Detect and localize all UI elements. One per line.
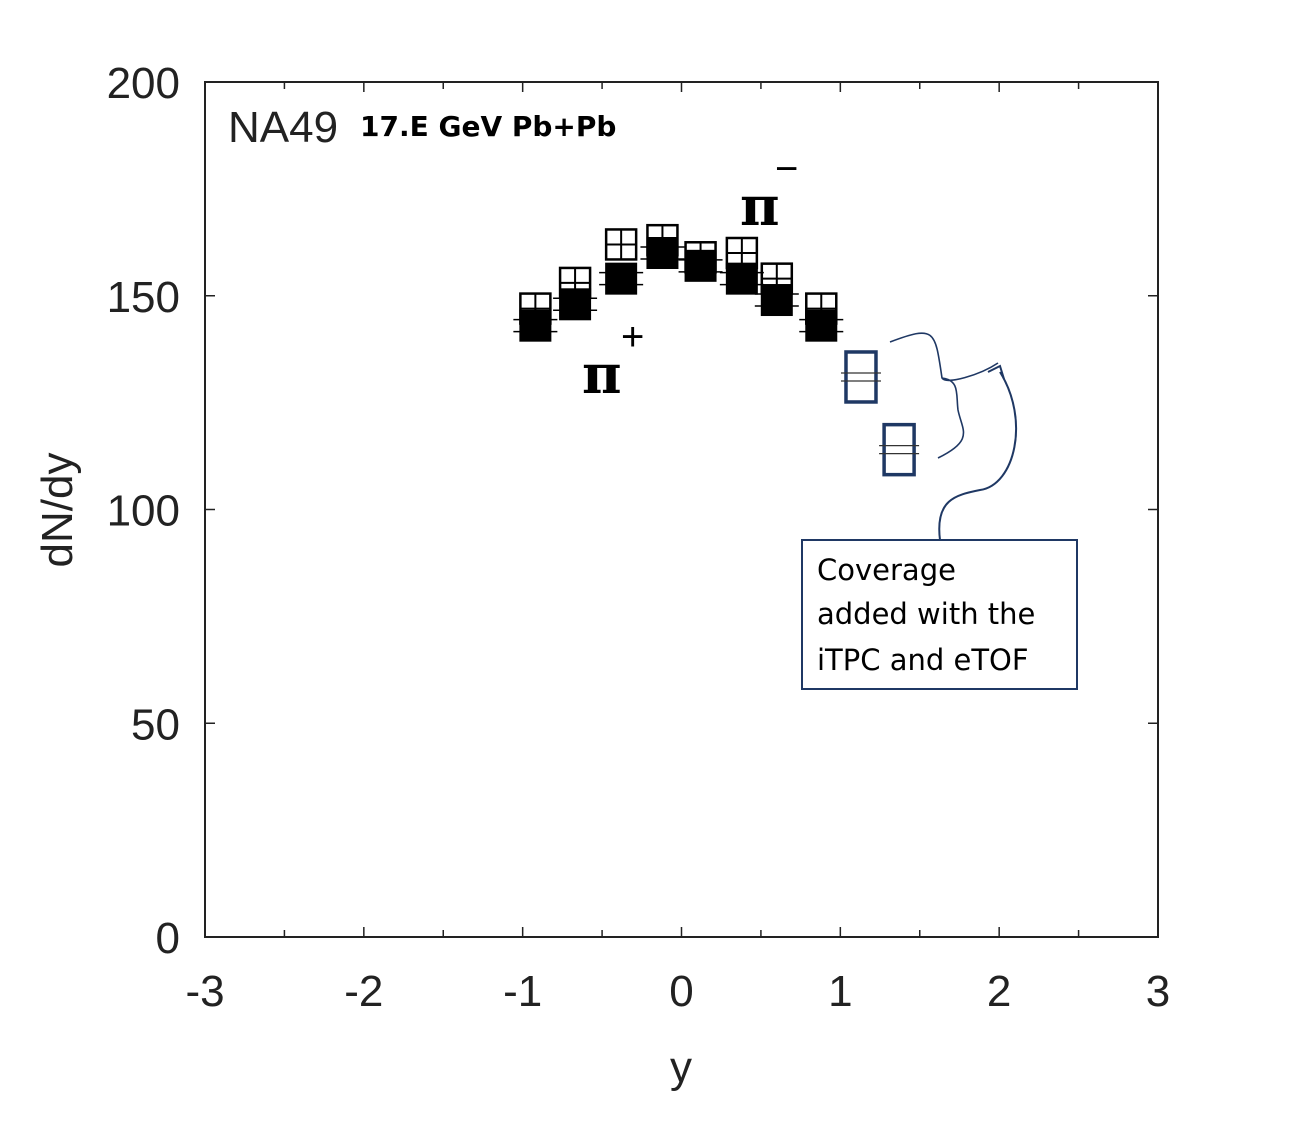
series-label-pi-minus-sign: − bbox=[775, 147, 798, 191]
annotation-line-2: added with the bbox=[817, 597, 1035, 631]
annotation-line-3: iTPC and eTOF bbox=[817, 643, 1029, 677]
annotation-arrow bbox=[938, 371, 1018, 541]
point-marker bbox=[882, 422, 916, 477]
annotation-line-1: Coverage bbox=[817, 553, 956, 587]
y-tick-label: 200 bbox=[107, 59, 180, 108]
data-point bbox=[678, 249, 723, 282]
x-tick-label: 2 bbox=[987, 967, 1011, 1016]
plot-border bbox=[204, 81, 1159, 938]
x-tick-label: 3 bbox=[1146, 967, 1170, 1016]
data-point bbox=[553, 288, 598, 321]
x-tick-label: 1 bbox=[828, 967, 852, 1016]
point-marker bbox=[559, 288, 592, 321]
point-marker bbox=[519, 309, 552, 342]
plot-frame bbox=[204, 81, 1159, 938]
series-label-pi-plus: π bbox=[582, 342, 622, 406]
arrow-head-icon bbox=[987, 364, 1005, 380]
data-point bbox=[754, 284, 799, 317]
data-point bbox=[799, 309, 844, 342]
y-tick-label: 0 bbox=[156, 914, 180, 963]
point-marker bbox=[805, 309, 838, 342]
data-markers bbox=[513, 223, 920, 477]
x-tick-label: 0 bbox=[669, 967, 693, 1016]
axis-ticks bbox=[204, 81, 1159, 938]
data-point bbox=[640, 237, 685, 269]
y-tick-label: 150 bbox=[107, 273, 180, 322]
point-marker bbox=[844, 350, 878, 404]
data-point bbox=[599, 262, 644, 295]
point-marker bbox=[605, 262, 638, 295]
point-marker bbox=[725, 262, 758, 295]
series-label-pi-plus-sign: + bbox=[621, 315, 644, 359]
data-point bbox=[840, 350, 881, 404]
point-marker bbox=[760, 284, 793, 317]
data-point bbox=[879, 422, 920, 477]
x-tick-label: -1 bbox=[503, 967, 542, 1016]
chart-subtitle: 17.E GeV Pb+Pb bbox=[360, 110, 616, 143]
data-point bbox=[604, 228, 638, 261]
chart-title: NA49 bbox=[228, 103, 338, 152]
point-marker bbox=[684, 249, 717, 282]
point-marker bbox=[646, 237, 679, 269]
annotation-box bbox=[801, 539, 1078, 690]
tick-labels: -3 -2 -1 0 1 2 3 0 50 100 150 200 bbox=[107, 59, 1171, 1016]
y-tick-label: 100 bbox=[107, 487, 180, 536]
x-tick-label: -3 bbox=[185, 967, 224, 1016]
y-axis-title: dN/dy bbox=[33, 453, 82, 568]
y-tick-label: 50 bbox=[131, 700, 180, 749]
data-point bbox=[513, 309, 558, 342]
annotation-brace bbox=[889, 332, 999, 459]
x-tick-label: -2 bbox=[344, 967, 383, 1016]
x-axis-title: y bbox=[670, 1043, 692, 1092]
data-point bbox=[719, 262, 764, 295]
series-label-pi-minus: π bbox=[740, 174, 780, 238]
